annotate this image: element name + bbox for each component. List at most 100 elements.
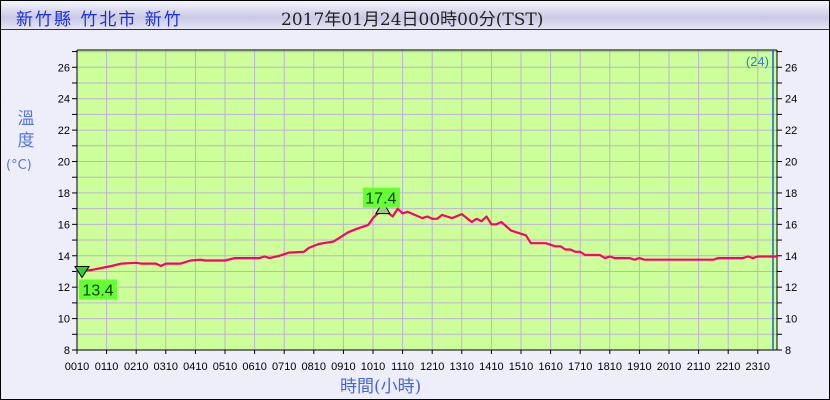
- data-point: [470, 221, 473, 223]
- data-point: [120, 262, 123, 265]
- data-point: [776, 255, 779, 258]
- data-point: [401, 212, 404, 215]
- data-point: [515, 231, 517, 233]
- y-axis-unit: (°C): [6, 158, 32, 173]
- station-location: 新竹縣 竹北市 新竹: [16, 10, 183, 30]
- x-tick-label: 0810: [302, 361, 326, 373]
- data-point: [303, 251, 305, 253]
- y-tick-label-right: 26: [785, 62, 797, 74]
- data-point: [544, 242, 547, 244]
- y-tick-label-right: 8: [785, 345, 791, 357]
- data-point: [574, 251, 577, 253]
- x-tick-label: 0310: [154, 361, 178, 373]
- data-point: [638, 257, 641, 259]
- data-point: [288, 251, 290, 254]
- data-point: [317, 243, 320, 245]
- x-tick-label: 1310: [450, 361, 474, 373]
- data-point: [441, 214, 443, 216]
- x-tick-label: 0510: [213, 361, 237, 373]
- y-tick-label-left: 18: [58, 188, 70, 200]
- y-tick-label-left: 20: [58, 157, 70, 169]
- data-point: [584, 254, 586, 256]
- data-point: [189, 259, 192, 262]
- min-label: 13.4: [82, 282, 113, 299]
- y-tick-label-right: 24: [785, 94, 797, 106]
- x-tick-label: 0610: [242, 361, 266, 373]
- data-point: [372, 217, 374, 219]
- data-point: [179, 262, 182, 265]
- data-point: [135, 262, 137, 264]
- x-tick-label: 1010: [361, 361, 385, 373]
- data-point: [609, 255, 611, 258]
- data-point: [747, 255, 749, 258]
- x-tick-label: 2010: [657, 361, 681, 373]
- x-tick-label: 1810: [598, 361, 622, 373]
- data-point: [204, 259, 207, 262]
- data-point: [643, 258, 646, 261]
- data-point: [421, 217, 424, 219]
- x-tick-label: 2210: [716, 361, 740, 373]
- data-point: [569, 248, 572, 251]
- data-point: [110, 265, 113, 267]
- observation-datetime: 2017年01月24日00時00分(TST): [281, 10, 544, 30]
- data-point: [391, 215, 394, 218]
- data-point: [91, 269, 93, 271]
- data-point: [165, 262, 167, 265]
- data-point: [396, 207, 399, 210]
- x-tick-label: 1110: [391, 361, 414, 373]
- data-point: [579, 251, 581, 253]
- data-point: [530, 242, 532, 244]
- x-tick-label: 0010: [65, 361, 89, 373]
- x-tick-label: 1410: [479, 361, 503, 373]
- x-tick-label: 1510: [509, 361, 533, 373]
- y-tick-label-left: 24: [58, 94, 70, 106]
- data-point: [357, 227, 360, 230]
- data-point: [332, 240, 335, 243]
- data-point: [367, 224, 369, 226]
- max-label-box: [362, 187, 400, 208]
- data-point: [564, 248, 567, 251]
- data-point: [604, 257, 606, 259]
- data-point: [633, 258, 636, 261]
- x-tick-label: 0110: [95, 361, 119, 373]
- x-tick-label: 1710: [568, 361, 592, 373]
- y-tick-label-left: 14: [58, 251, 70, 263]
- data-point: [224, 259, 226, 262]
- data-point: [490, 223, 493, 226]
- x-tick-label: 1210: [420, 361, 444, 373]
- data-point: [628, 257, 631, 259]
- data-point: [140, 262, 142, 265]
- y-tick-label-left: 26: [58, 62, 70, 74]
- y-tick-label-left: 10: [58, 314, 70, 326]
- data-point: [510, 229, 512, 232]
- x-axis-label: 時間(小時): [340, 377, 422, 397]
- y-tick-label-left: 8: [64, 345, 70, 357]
- data-point: [480, 220, 483, 223]
- y-tick-label-right: 10: [785, 314, 797, 326]
- data-point: [263, 255, 266, 258]
- data-point: [717, 257, 720, 259]
- data-point: [495, 223, 498, 226]
- y-tick-label-left: 16: [58, 219, 70, 231]
- y-tick-label-right: 22: [785, 125, 797, 137]
- min-label-box: [79, 279, 117, 300]
- data-point: [426, 215, 429, 218]
- data-point: [461, 213, 463, 215]
- data-point: [500, 221, 503, 223]
- data-point: [554, 245, 557, 248]
- data-point: [436, 218, 438, 220]
- data-point: [475, 218, 478, 220]
- x-tick-label: 1610: [538, 361, 562, 373]
- x-tick-label: 2310: [746, 361, 770, 373]
- y-tick-label-right: 20: [785, 157, 797, 169]
- data-point: [160, 265, 162, 267]
- max-label: 17.4: [365, 191, 396, 208]
- data-point: [446, 215, 448, 218]
- x-tick-label: 1910: [627, 361, 651, 373]
- x-tick-label: 0710: [272, 361, 296, 373]
- data-point: [752, 257, 754, 259]
- data-point: [712, 258, 715, 261]
- plot-area: [77, 50, 777, 350]
- data-point: [199, 258, 202, 261]
